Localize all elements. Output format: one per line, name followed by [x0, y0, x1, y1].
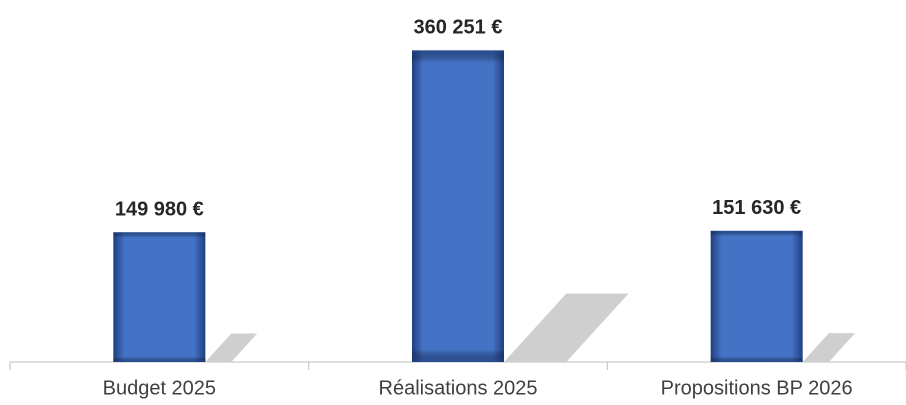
- value-label: 149 980 €: [115, 199, 204, 221]
- bar-bevel: [113, 232, 206, 362]
- value-label: 151 630 €: [712, 197, 801, 219]
- value-label: 360 251 €: [414, 17, 503, 39]
- x-tick-label: Budget 2025: [103, 377, 216, 399]
- bar-shadow: [802, 333, 856, 362]
- bar-shadow: [205, 333, 258, 362]
- bar-bevel: [412, 50, 504, 363]
- bar-shadow: [504, 293, 629, 362]
- bar-bevel: [710, 230, 803, 362]
- x-tick-label: Réalisations 2025: [379, 377, 538, 399]
- x-tick-label: Propositions BP 2026: [661, 377, 853, 399]
